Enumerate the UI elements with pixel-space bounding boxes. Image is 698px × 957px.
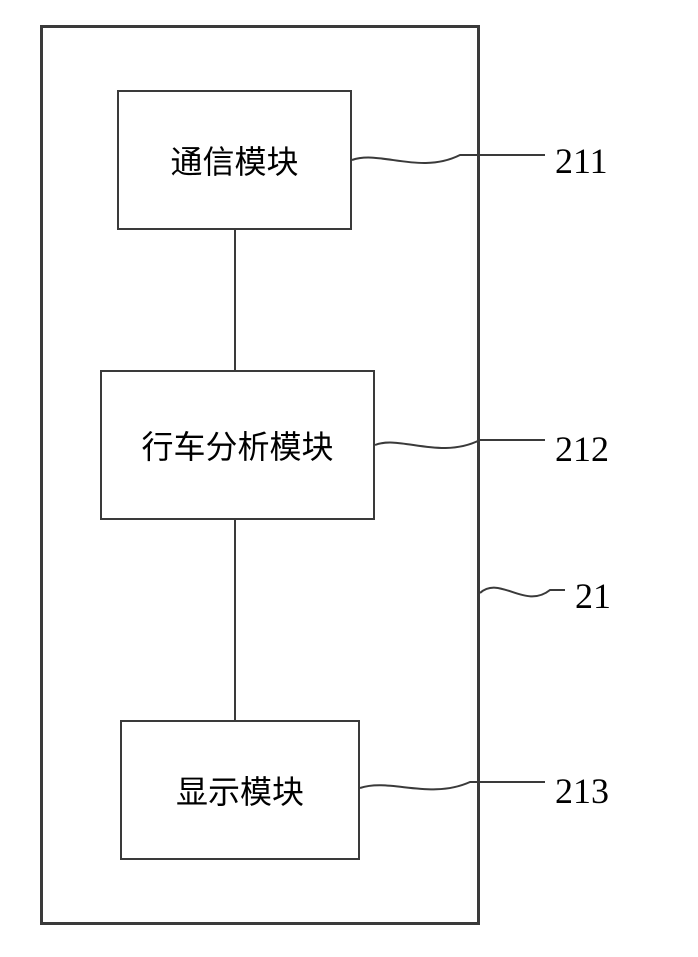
reference-label: 213 <box>555 770 609 812</box>
node-label: 行车分析模块 <box>141 422 333 468</box>
node-label: 通信模块 <box>170 137 298 183</box>
reference-label: 212 <box>555 428 609 470</box>
reference-label: 211 <box>555 140 608 182</box>
diagram-canvas: 通信模块 行车分析模块 显示模块 21 211 212 213 <box>0 0 698 957</box>
node-communication: 通信模块 <box>117 90 352 230</box>
node-analysis: 行车分析模块 <box>100 370 375 520</box>
reference-label: 21 <box>575 575 611 617</box>
node-label: 显示模块 <box>176 767 304 813</box>
node-display: 显示模块 <box>120 720 360 860</box>
